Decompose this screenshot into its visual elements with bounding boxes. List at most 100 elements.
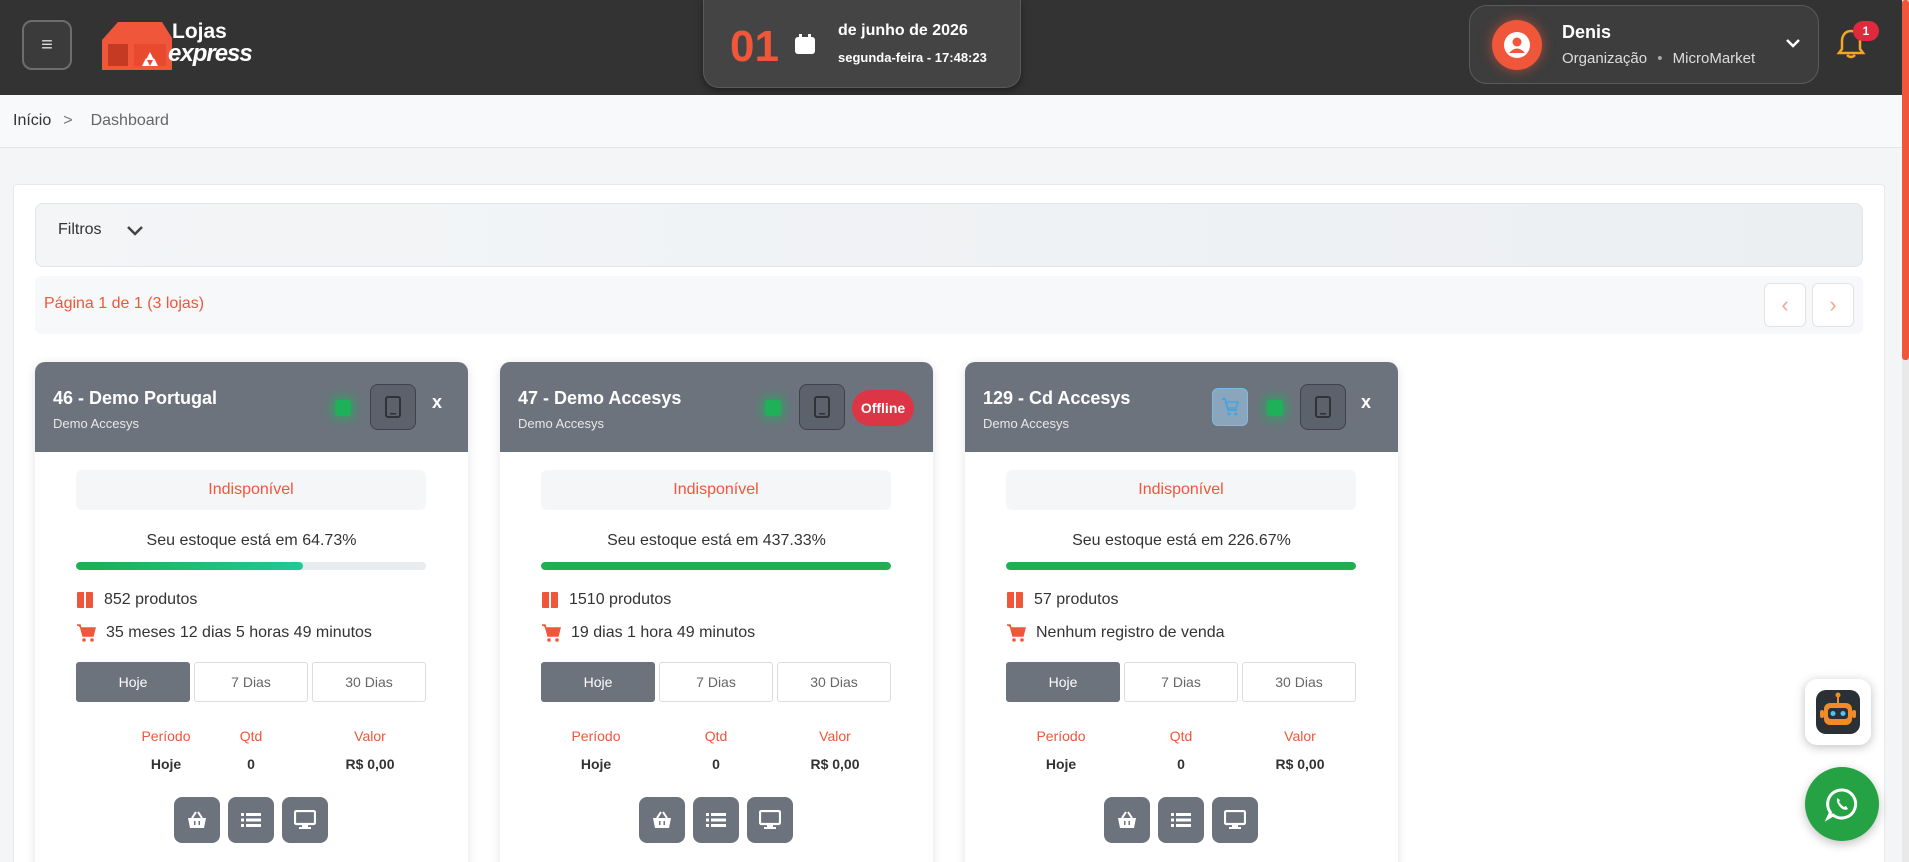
- store-status: Indisponível: [541, 470, 891, 510]
- pagination-info: Página 1 de 1 (3 lojas): [44, 295, 205, 312]
- store-subtitle: Demo Accesys: [53, 416, 139, 431]
- close-card-button[interactable]: x: [1361, 392, 1372, 412]
- store-card-header: 47 - Demo Accesys Demo Accesys Offline: [500, 362, 933, 452]
- user-icon: [1504, 32, 1530, 58]
- tab-30-days[interactable]: 30 Dias: [777, 662, 891, 702]
- table-header-qty: Qtd: [239, 728, 263, 744]
- last-sale-text: Nenhum registro de venda: [1036, 624, 1225, 641]
- filters-label: Filtros: [58, 221, 102, 238]
- close-card-button[interactable]: x: [432, 392, 443, 412]
- logo-text-lojas: Lojas: [172, 20, 227, 43]
- products-row: 57 produtos: [1006, 591, 1119, 609]
- table-header-period: Período: [141, 728, 191, 744]
- online-status-indicator-icon: [751, 386, 795, 430]
- logo-text-express: express: [168, 40, 253, 67]
- tab-today[interactable]: Hoje: [541, 662, 655, 702]
- breadcrumb: Início > Dashboard: [0, 95, 1902, 148]
- list-button[interactable]: [228, 797, 274, 843]
- table-cell-qty: 0: [712, 756, 720, 772]
- org-name: MicroMarket: [1672, 50, 1756, 67]
- period-tabs: Hoje 7 Dias 30 Dias: [541, 662, 891, 702]
- table-header-value: Valor: [819, 728, 851, 744]
- monitor-button[interactable]: [747, 797, 793, 843]
- notification-count-badge: 1: [1853, 21, 1879, 41]
- monitor-icon: [759, 810, 781, 829]
- store-subtitle: Demo Accesys: [983, 416, 1069, 431]
- table-cell-period: Hoje: [1045, 756, 1077, 772]
- list-icon: [1171, 813, 1191, 827]
- tablet-device-button[interactable]: [1300, 384, 1346, 430]
- box-icon: [542, 592, 558, 608]
- tab-today[interactable]: Hoje: [1006, 662, 1120, 702]
- last-sale-row: 19 dias 1 hora 49 minutos: [541, 624, 755, 642]
- store-status: Indisponível: [1006, 470, 1356, 510]
- tablet-device-button[interactable]: [799, 384, 845, 430]
- table-header-qty: Qtd: [1169, 728, 1193, 744]
- tablet-icon: [814, 396, 830, 418]
- basket-button[interactable]: [174, 797, 220, 843]
- menu-toggle-button[interactable]: ≡: [22, 20, 72, 70]
- stock-level-text: Seu estoque está em 64.73%: [146, 532, 357, 549]
- tab-7-days[interactable]: 7 Dias: [659, 662, 773, 702]
- box-icon: [77, 592, 93, 608]
- tab-30-days[interactable]: 30 Dias: [312, 662, 426, 702]
- page-scrollbar-thumb[interactable]: [1902, 0, 1909, 360]
- products-count: 1510 produtos: [569, 591, 672, 608]
- date-weekday-time: segunda-feira - 17:48:23: [838, 50, 987, 65]
- cart-icon: [1222, 398, 1240, 416]
- tab-7-days[interactable]: 7 Dias: [1124, 662, 1238, 702]
- filters-toggle[interactable]: Filtros: [35, 203, 1863, 267]
- user-organization: Organização • MicroMarket: [1562, 50, 1755, 67]
- store-title: 47 - Demo Accesys: [518, 388, 682, 408]
- offline-status-badge: Offline: [852, 390, 914, 426]
- chatbot-button[interactable]: [1805, 679, 1871, 745]
- store-status: Indisponível: [76, 470, 426, 510]
- hamburger-icon: ≡: [41, 33, 53, 56]
- page-scrollbar-track[interactable]: [1902, 0, 1909, 862]
- whatsapp-icon: [1824, 788, 1858, 822]
- store-title: 46 - Demo Portugal: [53, 388, 218, 408]
- tab-today[interactable]: Hoje: [76, 662, 190, 702]
- table-header-period: Período: [571, 728, 621, 744]
- chevron-down-icon[interactable]: [1784, 34, 1802, 52]
- chevron-down-icon: [127, 226, 143, 236]
- lojas-express-logo[interactable]: Lojas express: [98, 18, 268, 74]
- table-header-period: Período: [1036, 728, 1086, 744]
- whatsapp-button[interactable]: [1805, 767, 1879, 841]
- table-cell-qty: 0: [1177, 756, 1185, 772]
- products-row: 852 produtos: [76, 591, 197, 609]
- tab-7-days[interactable]: 7 Dias: [194, 662, 308, 702]
- pagination-bar: Página 1 de 1 (3 lojas) ‹ ›: [35, 276, 1863, 334]
- basket-button[interactable]: [1104, 797, 1150, 843]
- store-logo-icon: [102, 22, 172, 70]
- org-separator-dot: •: [1657, 50, 1663, 67]
- monitor-icon: [1224, 810, 1246, 829]
- monitor-button[interactable]: [1212, 797, 1258, 843]
- basket-icon: [188, 811, 206, 828]
- period-tabs: Hoje 7 Dias 30 Dias: [1006, 662, 1356, 702]
- list-icon: [241, 813, 261, 827]
- next-page-button[interactable]: ›: [1812, 283, 1854, 327]
- shopping-cart-status-icon[interactable]: [1212, 388, 1248, 426]
- tablet-device-button[interactable]: [370, 384, 416, 430]
- breadcrumb-home-link[interactable]: Início: [13, 112, 52, 129]
- tab-30-days[interactable]: 30 Dias: [1242, 662, 1356, 702]
- basket-button[interactable]: [639, 797, 685, 843]
- list-button[interactable]: [693, 797, 739, 843]
- cart-icon: [77, 624, 96, 642]
- store-card-header: 46 - Demo Portugal Demo Accesys x: [35, 362, 468, 452]
- online-status-indicator-icon: [1253, 386, 1297, 430]
- store-subtitle: Demo Accesys: [518, 416, 604, 431]
- calendar-icon: [795, 34, 815, 54]
- tablet-icon: [385, 396, 401, 418]
- stock-progress-bar: [1006, 562, 1356, 570]
- list-button[interactable]: [1158, 797, 1204, 843]
- prev-page-button[interactable]: ‹: [1764, 283, 1806, 327]
- monitor-button[interactable]: [282, 797, 328, 843]
- tablet-icon: [1315, 396, 1331, 418]
- user-menu[interactable]: Denis Organização • MicroMarket: [1469, 5, 1819, 84]
- box-icon: [1007, 592, 1023, 608]
- monitor-icon: [294, 810, 316, 829]
- table-cell-value: R$ 0,00: [345, 756, 395, 772]
- table-header-qty: Qtd: [704, 728, 728, 744]
